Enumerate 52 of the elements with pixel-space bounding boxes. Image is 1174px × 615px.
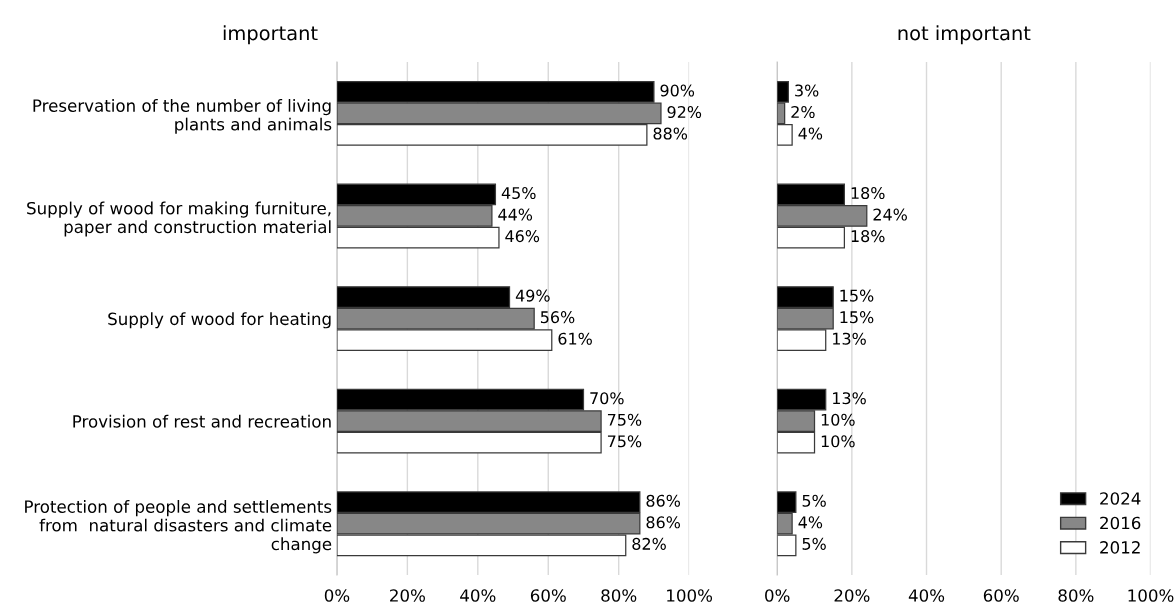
legend-label: 2012 xyxy=(1100,541,1140,554)
data-label: 18% xyxy=(851,230,885,243)
y-tick-label: Provision of rest and recreation xyxy=(73,414,331,428)
y-tick-label: Preservation of the number of living plants and animals xyxy=(33,99,332,134)
data-label: 10% xyxy=(821,435,855,448)
data-label: 75% xyxy=(607,413,642,426)
data-label: 45% xyxy=(501,187,536,200)
data-label: 15% xyxy=(840,289,874,302)
x-tick-label: 40% xyxy=(908,589,945,602)
x-tick-label: 40% xyxy=(460,589,496,602)
x-tick-label: 60% xyxy=(530,589,566,602)
data-label: 90% xyxy=(660,84,695,97)
data-label: 3% xyxy=(795,84,819,97)
data-label: 46% xyxy=(505,230,540,243)
y-tick-label: Protection of people and settlements from natural disasters and climate change xyxy=(25,500,332,554)
data-label: 4% xyxy=(798,516,823,529)
data-label: 5% xyxy=(802,537,826,550)
x-tick-label: 60% xyxy=(983,589,1019,602)
x-tick-label: 20% xyxy=(390,589,425,602)
x-tick-label: 20% xyxy=(834,589,870,602)
data-label: 86% xyxy=(646,494,680,507)
data-label: 44% xyxy=(498,208,533,221)
data-label: 92% xyxy=(667,105,702,119)
data-label: 10% xyxy=(821,413,855,426)
y-tick-label: Supply of wood for making furniture, paper and construction material xyxy=(27,201,331,237)
data-label: 75% xyxy=(607,435,642,448)
legend-label: 2024 xyxy=(1100,492,1141,505)
data-label: 4% xyxy=(798,127,823,140)
x-tick-label: 80% xyxy=(601,589,637,602)
data-label: 2% xyxy=(791,105,815,119)
data-label: 5% xyxy=(802,494,826,507)
x-tick-label: 100% xyxy=(667,589,713,602)
data-label: 82% xyxy=(632,537,666,550)
x-tick-label: 0% xyxy=(765,589,790,602)
data-label: 88% xyxy=(653,127,688,140)
x-tick-label: 100% xyxy=(1128,589,1174,602)
y-tick-label: Supply of wood for heating xyxy=(108,312,331,329)
data-label: 86% xyxy=(646,516,680,529)
data-label: 56% xyxy=(540,311,575,324)
data-label: 13% xyxy=(833,332,866,345)
data-label: 18% xyxy=(851,187,885,200)
x-tick-label: 80% xyxy=(1058,589,1094,602)
legend-label: 2016 xyxy=(1100,516,1141,530)
data-label: 70% xyxy=(590,392,624,405)
data-label: 49% xyxy=(515,289,550,302)
x-tick-label: 0% xyxy=(324,589,350,602)
data-label: 15% xyxy=(840,311,874,324)
data-label: 61% xyxy=(558,332,592,345)
data-label: 13% xyxy=(833,392,866,405)
chart-title: not important xyxy=(898,25,1031,45)
data-label: 24% xyxy=(873,208,907,221)
chart-title: important xyxy=(223,25,318,45)
